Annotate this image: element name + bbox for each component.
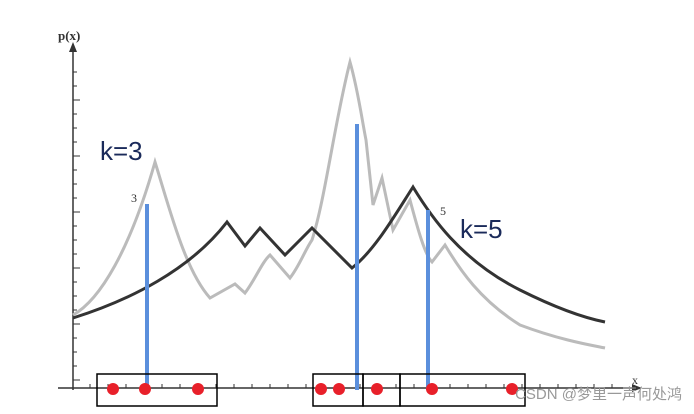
estimated-density-curve <box>72 184 606 324</box>
y-arrow <box>69 42 77 52</box>
k5-label: k=5 <box>460 214 503 244</box>
sample <box>139 383 151 395</box>
x-axis-label: x <box>632 373 638 387</box>
x-arrow <box>632 384 642 392</box>
sample <box>371 383 383 395</box>
k3-label: k=3 <box>100 136 143 166</box>
sample <box>506 383 518 395</box>
sample <box>315 383 327 395</box>
box <box>96 373 218 407</box>
ticks <box>73 71 613 388</box>
sample <box>333 383 345 395</box>
sample <box>192 383 204 395</box>
true-density-curve <box>72 56 606 350</box>
sample <box>107 383 119 395</box>
sample <box>426 383 438 395</box>
watermark: CSDN @梦里一声何处鸿 <box>515 385 682 403</box>
samples <box>107 383 518 395</box>
box <box>399 373 526 407</box>
marker-3: 3 <box>131 191 137 205</box>
y-axis-label: p(x) <box>58 28 80 43</box>
marker-5: 5 <box>440 204 446 218</box>
neighbor-boxes <box>96 373 526 407</box>
